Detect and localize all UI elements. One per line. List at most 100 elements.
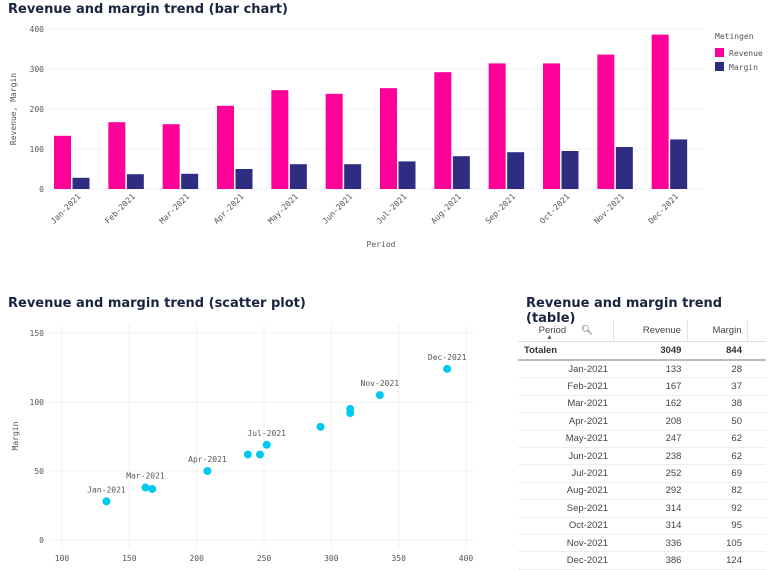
cell-revenue: 292 <box>613 482 688 501</box>
y-tick-label: 100 <box>30 398 45 407</box>
cell-period: Jul-2021 <box>518 464 614 483</box>
point-label: Jul-2021 <box>247 429 286 438</box>
x-tick-label: 100 <box>55 554 70 563</box>
legend-label: Margin <box>729 63 758 72</box>
empty-cell <box>747 430 766 448</box>
legend-label: Revenue <box>729 49 763 58</box>
table-row[interactable]: Feb-2021 167 37 <box>518 377 766 396</box>
point-label: Mar-2021 <box>126 472 165 481</box>
table-row[interactable]: Dec-2021 386 124 <box>518 551 766 570</box>
table-row[interactable]: Nov-2021 336 105 <box>518 534 766 553</box>
bar-revenue <box>597 54 615 189</box>
x-axis-label: Period <box>367 240 396 249</box>
y-tick-label: 200 <box>30 105 45 114</box>
table-row[interactable]: Apr-2021 208 50 <box>518 412 766 431</box>
y-tick-label: 300 <box>30 65 45 74</box>
cell-margin: 69 <box>687 464 748 483</box>
cell-margin: 105 <box>687 534 748 553</box>
cell-revenue: 167 <box>613 377 688 396</box>
cell-revenue: 208 <box>613 412 688 431</box>
point-label: Nov-2021 <box>361 379 400 388</box>
y-axis-label: Margin <box>11 421 20 450</box>
period-header-label: Period <box>538 325 567 336</box>
cell-revenue: 162 <box>613 395 688 414</box>
bar-margin <box>72 177 90 189</box>
empty-cell <box>747 447 766 466</box>
empty-cell <box>747 377 766 396</box>
cell-period: Jun-2021 <box>518 447 614 466</box>
bar-revenue <box>217 105 234 189</box>
scatter-point <box>141 483 150 492</box>
cell-period: Apr-2021 <box>518 412 614 431</box>
total-margin: 844 <box>687 341 748 361</box>
cell-period: Nov-2021 <box>518 534 614 553</box>
scatter-point <box>375 391 384 400</box>
cell-revenue: 247 <box>613 430 688 448</box>
cell-margin: 92 <box>687 499 748 518</box>
bar-margin <box>507 152 525 189</box>
cell-period: Mar-2021 <box>518 395 614 414</box>
bar-margin <box>615 147 633 189</box>
x-tick-label: 350 <box>391 554 406 563</box>
table-row[interactable]: Jul-2021 252 69 <box>518 464 766 483</box>
table-row[interactable]: May-2021 247 62 <box>518 430 766 448</box>
table-row[interactable]: Sep-2021 314 92 <box>518 499 766 518</box>
scatter-point <box>262 440 271 449</box>
table-row[interactable]: Aug-2021 292 82 <box>518 482 766 501</box>
y-axis-label: Revenue, Margin <box>9 73 18 145</box>
empty-cell <box>747 534 766 553</box>
cell-period: May-2021 <box>518 430 614 448</box>
cell-revenue: 314 <box>613 517 688 535</box>
bar-revenue <box>380 88 397 189</box>
y-tick-label: 50 <box>34 467 44 476</box>
table-row[interactable]: Mar-2021 162 38 <box>518 395 766 414</box>
empty-cell <box>747 395 766 414</box>
total-revenue: 3049 <box>613 341 688 361</box>
cell-period: Aug-2021 <box>518 482 614 501</box>
bar-margin <box>561 151 579 189</box>
point-label: Jan-2021 <box>87 485 126 494</box>
search-icon[interactable]: 🔍︎ <box>580 325 593 336</box>
table-row[interactable]: Jan-2021 133 28 <box>518 360 766 379</box>
column-header-period[interactable]: Period 🔍︎ ▲ <box>518 320 615 342</box>
bar-margin <box>670 139 688 189</box>
totals-row: Totalen 3049 844 <box>518 341 766 361</box>
bar-margin <box>181 173 199 189</box>
cell-margin: 62 <box>687 447 748 466</box>
x-tick-label: Oct-2021 <box>538 192 572 226</box>
empty-cell <box>747 464 766 483</box>
cell-revenue: 314 <box>613 499 688 518</box>
table-header-row: Period 🔍︎ ▲ Revenue Margin <box>518 320 766 342</box>
cell-period: Sep-2021 <box>518 499 614 518</box>
cell-revenue: 252 <box>613 464 688 483</box>
totals-label: Totalen <box>518 341 614 361</box>
cell-revenue: 386 <box>613 551 688 570</box>
bar-revenue <box>325 93 343 189</box>
bar-revenue <box>271 90 289 189</box>
bar-margin <box>452 156 470 189</box>
column-header-revenue[interactable]: Revenue <box>613 320 688 342</box>
bar-margin <box>235 169 253 189</box>
legend-swatch <box>715 62 724 71</box>
empty-cell <box>747 360 766 379</box>
cell-revenue: 336 <box>613 534 688 553</box>
cell-margin: 62 <box>687 430 748 448</box>
empty-header-cell <box>747 320 766 342</box>
scatter-chart: 100 150 200 250 300 350 400 0 50 100 150 Margin Jan-… <box>11 325 474 563</box>
y-tick-label: 100 <box>30 145 45 154</box>
scatter-point <box>255 450 264 459</box>
table-row[interactable]: Oct-2021 314 95 <box>518 517 766 535</box>
bar-margin <box>289 164 307 189</box>
y-tick-label: 0 <box>39 536 44 545</box>
data-table: Period 🔍︎ ▲ Revenue Margin Totalen 3049 8… <box>518 320 766 570</box>
x-tick-label: 300 <box>324 554 339 563</box>
bar-chart-title: Revenue and margin trend (bar chart) <box>8 2 288 17</box>
cell-margin: 82 <box>687 482 748 501</box>
table-row[interactable]: Jun-2021 238 62 <box>518 447 766 466</box>
bar-margin <box>344 164 362 189</box>
y-tick-label: 0 <box>39 185 44 194</box>
cell-margin: 28 <box>687 360 748 379</box>
column-header-margin[interactable]: Margin <box>687 320 749 342</box>
bar-revenue <box>434 72 452 189</box>
